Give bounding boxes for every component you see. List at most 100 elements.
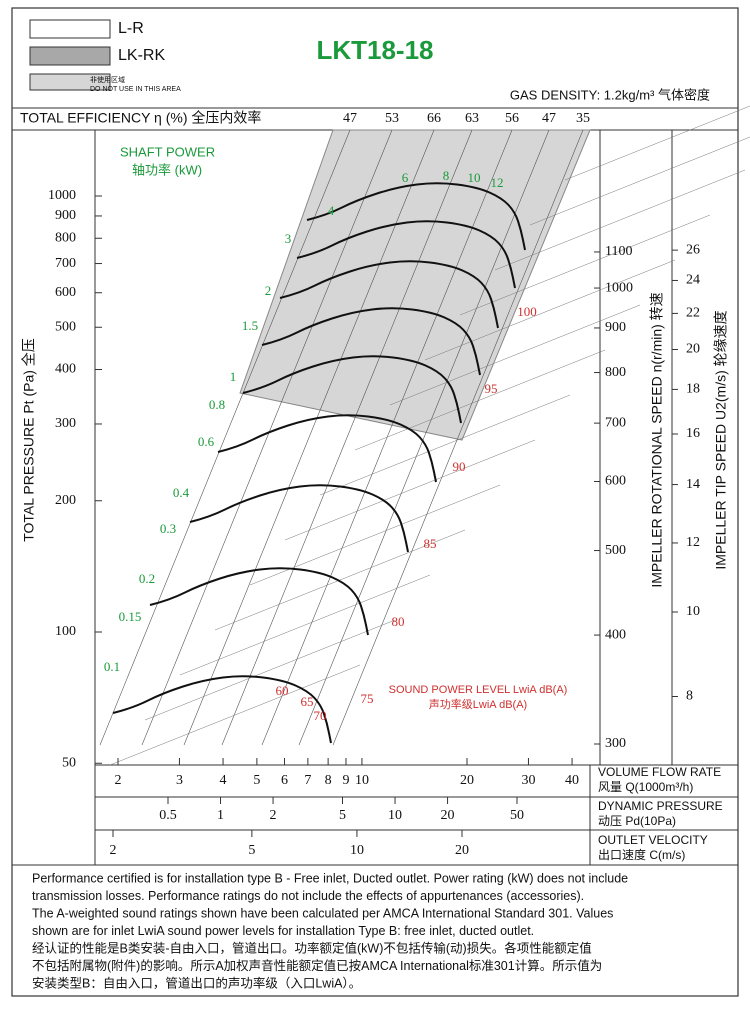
dynamic-axis-label: 动压 Pd(10Pa) [598,814,676,828]
system-line [494,169,746,271]
note: Performance certified is for installatio… [32,871,628,885]
efficiency-line [332,129,584,746]
efficiency-value: 35 [576,111,590,126]
tip-speed-tick-label: 8 [686,689,693,704]
legend-swatch [29,46,111,66]
fan-curve [189,484,409,553]
efficiency-value: 66 [427,111,441,126]
legend-label: L-R [118,20,144,37]
fan-curve [261,307,481,376]
velocity_axis-tick-label: 5 [248,843,255,858]
efficiency-value: 53 [385,111,399,126]
tip-speed-tick-label: 18 [686,382,700,397]
efficiency-line [261,129,513,746]
speed-tick-label: 300 [605,736,626,751]
tip-speed-axis-label: IMPELLER TIP SPEED U2(m/s) 轮缘速度 [713,310,729,569]
frame [11,7,739,997]
efficiency-value: 56 [505,111,519,126]
shaft-power-value: 0.8 [209,397,225,412]
speed-tick-label: 600 [605,474,626,489]
system-line [284,439,536,541]
shaft-power-value: 12 [491,175,504,190]
y-tick-label: 700 [55,256,76,271]
dynamic_pressure_axis-tick-label: 0.5 [159,808,177,823]
system-line [424,259,676,361]
legend-swatch [29,73,111,91]
legend-swatch [29,19,111,39]
shaft-power-label: SHAFT POWER [120,144,215,159]
speed-tick-label: 500 [605,543,626,558]
speed-tick-label: 1100 [605,244,632,259]
efficiency-label: TOTAL EFFICIENCY η (%) 全压内效率 [20,110,261,126]
shaft-power-value: 0.6 [198,434,215,449]
sound-value: 85 [424,536,437,551]
flow_axis-tick-label: 2 [115,773,122,788]
note: 安装类型B：自由入口，管道出口的声功率级（入口LwiA）。 [32,975,361,990]
speed-tick-label: 1000 [605,280,633,295]
shaft-power-value: 0.1 [104,659,120,674]
fan-curve [296,220,516,289]
flow_axis-tick-label: 40 [565,773,579,788]
flow_axis-tick-label: 9 [342,773,349,788]
legend-label: LK-RK [118,47,165,64]
efficiency-value: 47 [343,111,357,126]
system-line [214,529,466,631]
shaft-power-value: 0.4 [173,485,190,500]
flow_axis-tick-label: 10 [355,773,369,788]
fan-curve [279,260,499,329]
dynamic_pressure_axis-tick-label: 10 [388,808,402,823]
speed-tick-label: 700 [605,415,626,430]
y-tick-label: 500 [55,319,76,334]
sound-value: 60 [276,683,289,698]
tip-speed-tick-label: 10 [686,604,700,619]
sound-value: 100 [517,304,537,319]
shaft-power-value: 1.5 [242,318,258,333]
system-line [109,664,361,766]
efficiency-line [183,129,435,746]
velocity_axis-tick-label: 2 [110,843,117,858]
sound-value: 95 [485,381,498,396]
efficiency-line [298,129,550,746]
tip-speed-tick-label: 16 [686,426,700,441]
flow-axis-label: 风量 Q(1000m³/h) [598,780,693,794]
flow_axis-tick-label: 5 [253,773,260,788]
efficiency-line [99,129,351,746]
note: The A-weighted sound ratings shown have … [32,906,613,920]
system-line [529,136,750,226]
chart-title: LKT18-18 [316,35,433,65]
flow_axis-tick-label: 3 [176,773,183,788]
efficiency-value: 47 [542,111,556,126]
tip-speed-tick-label: 24 [686,273,700,288]
tip-speed-tick-label: 12 [686,535,700,550]
shaft-power-value: 4 [328,203,335,218]
shaft-power-value: 8 [443,168,450,183]
flow_axis-tick-label: 7 [304,773,311,788]
shaft-power-value: 10 [468,170,481,185]
dynamic-axis-label: DYNAMIC PRESSURE [598,799,723,813]
shaft-power-label: 轴功率 (kW) [132,162,202,177]
system-line [319,394,571,496]
speed-axis-label: IMPELLER ROTATIONAL SPEED n(r/min) 转速 [649,292,665,587]
speed-tick-label: 400 [605,627,626,642]
dynamic_pressure_axis-tick-label: 20 [441,808,455,823]
sound-value: 80 [392,614,405,629]
velocity-axis-label: 出口速度 C(m/s) [598,847,685,862]
system-line [179,574,431,676]
system-line [144,619,396,721]
dynamic_pressure_axis-tick-label: 5 [339,808,346,823]
note: transmission losses. Performance ratings… [32,889,584,903]
gas-density: GAS DENSITY: 1.2kg/m³ 气体密度 [510,87,710,102]
tip-speed-tick-label: 22 [686,306,700,321]
shaft-power-value: 6 [402,170,409,185]
y-tick-label: 1000 [48,188,76,203]
shaft-power-value: 3 [285,231,292,246]
sound-label: 声功率级LwiA dB(A) [429,697,527,711]
system-line [459,214,711,316]
flow_axis-tick-label: 4 [220,773,227,788]
system-line [564,105,750,181]
fan-curve [112,675,332,744]
fan-curve [242,355,462,424]
y-tick-label: 100 [55,624,76,639]
shaft-power-value: 0.3 [160,521,176,536]
efficiency-line [141,129,393,746]
